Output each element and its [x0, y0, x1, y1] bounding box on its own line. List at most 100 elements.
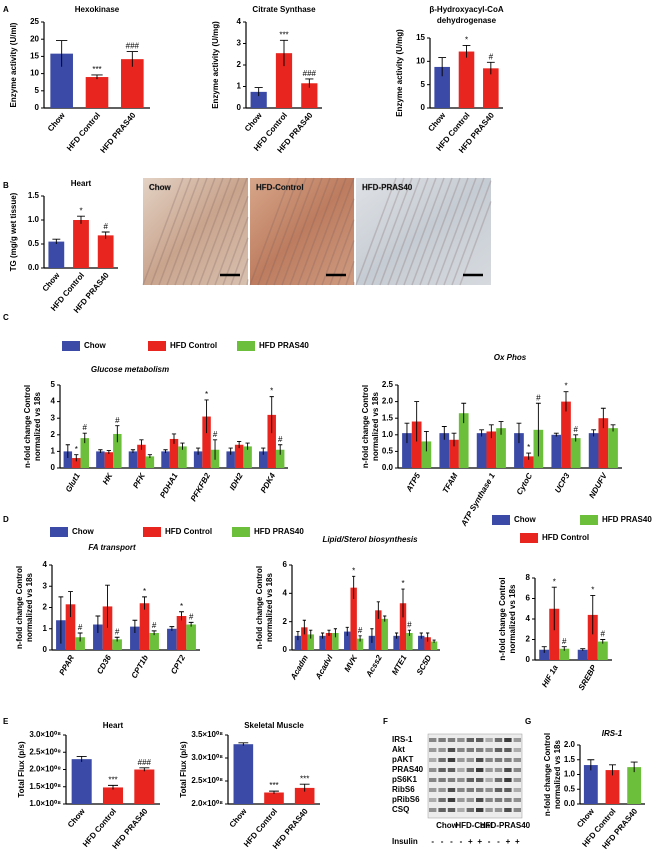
blot-row-label: pS6K1 — [392, 775, 417, 784]
tissue-fiber — [214, 195, 249, 286]
blot-row-label: IRS-1 — [392, 735, 413, 744]
tissue-fiber — [289, 177, 331, 286]
error-bar — [486, 61, 495, 75]
x-tick-label: PFK — [131, 470, 147, 489]
bar — [93, 624, 103, 650]
error-bar — [58, 596, 64, 644]
bar — [226, 451, 235, 468]
legend-label: HFD Control — [170, 341, 217, 350]
error-bar — [461, 402, 467, 424]
y-axis-label: n-fold change Control — [15, 566, 24, 649]
blot-band — [438, 788, 446, 792]
y-tick-label: 5 — [421, 80, 426, 89]
bar — [161, 451, 170, 468]
y-tick-label: 15 — [30, 52, 39, 61]
micrograph — [250, 178, 354, 285]
significance-mark: * — [591, 586, 594, 595]
error-bar — [151, 630, 157, 636]
tissue-fiber — [313, 177, 355, 286]
error-bar — [245, 442, 250, 450]
bar — [350, 587, 357, 650]
significance-mark: ### — [138, 758, 152, 767]
bar — [97, 235, 114, 268]
blot-band — [466, 798, 474, 802]
bar — [458, 413, 469, 468]
bar — [439, 433, 450, 468]
tissue-fiber — [337, 240, 355, 286]
error-bar — [139, 439, 144, 450]
error-bar — [419, 632, 423, 639]
y-tick-label: 2 — [526, 635, 531, 644]
error-bar — [74, 454, 79, 462]
y-tick-label: 1 — [43, 624, 48, 633]
y-axis-label: normalized vs 18s — [33, 391, 42, 460]
x-tick-label: Chow — [66, 806, 87, 829]
tissue-fiber — [443, 177, 485, 286]
panel-label: A — [3, 5, 9, 14]
y-tick-label: 2.5 — [382, 380, 394, 389]
error-bar — [563, 391, 569, 412]
tissue-fiber — [249, 177, 291, 286]
bar — [424, 637, 431, 650]
blot-band — [494, 778, 503, 782]
tissue-fiber — [222, 216, 249, 286]
significance-mark: * — [180, 602, 183, 611]
x-tick-label: Glut1 — [64, 471, 82, 494]
treatment-sign: - — [450, 837, 453, 846]
bar — [267, 414, 276, 468]
y-tick-label: 2 — [237, 60, 242, 69]
x-tick-label: HK — [101, 471, 115, 487]
tissue-fiber — [166, 177, 208, 286]
error-bar — [591, 429, 597, 437]
bar — [583, 765, 598, 804]
blot-band — [485, 778, 493, 782]
x-tick-label: CytoC — [515, 471, 535, 496]
y-tick-label: 0 — [237, 103, 242, 112]
significance-mark: * — [564, 382, 567, 391]
bar — [430, 641, 438, 650]
bar — [406, 633, 413, 650]
significance-mark: # — [358, 626, 363, 635]
bar — [275, 53, 293, 108]
chart-title: Skeletal Muscle — [244, 721, 304, 730]
y-axis-label: Enzyme activity (U/mg) — [395, 29, 404, 117]
y-tick-label: 0 — [43, 645, 48, 654]
blot-band — [504, 738, 512, 742]
significance-mark: # — [536, 393, 541, 402]
treatment-sign: + — [468, 837, 473, 846]
y-tick-label: 1.5 — [382, 413, 394, 422]
treatment-label: Insulin — [392, 837, 418, 846]
error-bar — [95, 615, 101, 633]
error-bar — [590, 594, 596, 635]
x-tick-label: ATP5 — [404, 471, 422, 494]
blot-band — [494, 798, 503, 802]
y-axis-label: Enzyme activity (U/ml) — [9, 22, 18, 107]
y-tick-label: 1.5 — [28, 191, 40, 200]
bar — [539, 649, 550, 660]
tissue-fiber — [459, 201, 492, 286]
error-bar — [432, 639, 436, 643]
blot-band — [457, 738, 465, 742]
blot-band — [429, 778, 437, 782]
chart-title: Citrate Synthase — [252, 5, 316, 14]
bar — [476, 433, 487, 468]
tissue-fiber — [142, 177, 184, 286]
error-bar — [179, 611, 184, 621]
tissue-fiber — [158, 177, 200, 286]
error-bar — [407, 629, 412, 636]
tissue-fiber — [395, 177, 437, 286]
legend-label: Chow — [84, 341, 107, 350]
chart-title: β-Hydroxyacyl-CoA — [429, 5, 503, 14]
error-bar — [488, 424, 494, 439]
significance-mark: # — [78, 623, 83, 632]
y-tick-label: 0.5 — [382, 447, 394, 456]
x-tick-label: PPAR — [57, 653, 76, 676]
blot-band — [447, 768, 456, 772]
bar — [393, 635, 400, 650]
significance-mark: *** — [279, 30, 288, 39]
blot-frame — [427, 733, 523, 819]
blot-band — [504, 768, 512, 772]
bar — [325, 633, 333, 650]
bar — [264, 792, 284, 804]
